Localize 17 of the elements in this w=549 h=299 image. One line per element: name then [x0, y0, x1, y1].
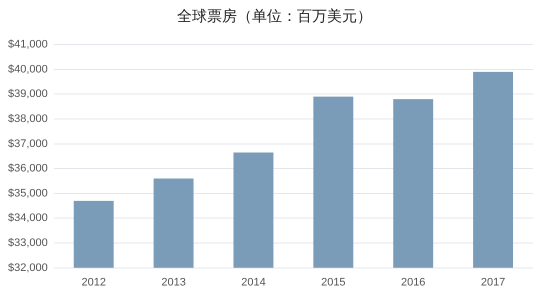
y-tick-label: $41,000	[8, 38, 48, 51]
y-tick-label: $33,000	[8, 237, 48, 250]
x-tick-label: 2012	[81, 276, 106, 288]
y-tick-label: $38,000	[8, 113, 48, 126]
chart-title: 全球票房（单位：百万美元）	[176, 6, 373, 27]
y-tick-label: $34,000	[8, 212, 48, 224]
y-tick-label: $37,000	[8, 138, 48, 150]
x-tick-label: 2015	[321, 276, 346, 288]
x-tick-label: 2016	[400, 276, 426, 288]
y-tick-label: $40,000	[8, 63, 48, 76]
y-tick-label: $32,000	[8, 262, 48, 274]
x-tick-label: 2014	[241, 276, 266, 288]
x-tick-label: 2013	[161, 276, 186, 288]
y-tick-label: $39,000	[8, 88, 48, 100]
y-tick-label: $36,000	[8, 162, 48, 175]
x-tick-label: 2017	[480, 276, 506, 288]
y-tick-label: $35,000	[8, 187, 48, 200]
